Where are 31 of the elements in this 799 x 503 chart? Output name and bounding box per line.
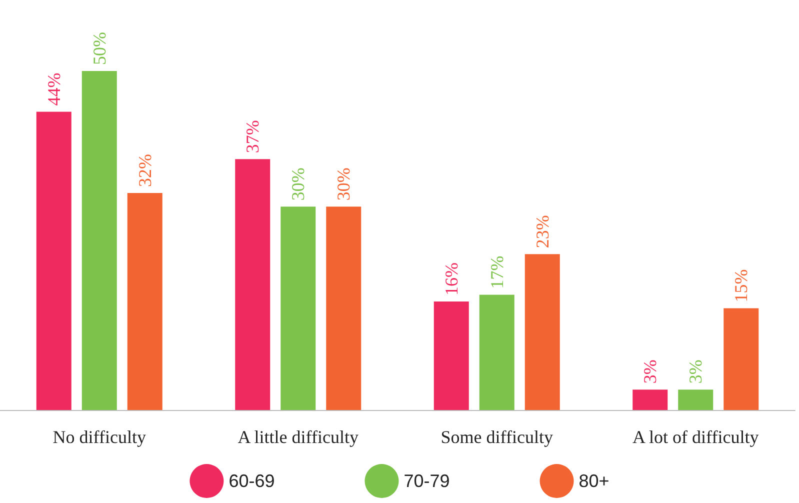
bar [724, 308, 759, 410]
bar [524, 254, 560, 410]
bar [36, 112, 72, 410]
data-label: 3% [686, 360, 706, 384]
bar [280, 206, 316, 410]
data-label: 23% [532, 215, 552, 248]
bar [127, 193, 162, 410]
legend-label: 60-69 [228, 471, 275, 491]
data-label: 3% [640, 360, 660, 384]
x-tick-label: Some difficulty [440, 427, 553, 447]
legend-label: 70-79 [404, 471, 450, 491]
bar [82, 71, 117, 410]
x-tick-label: No difficulty [52, 427, 146, 447]
data-label: 30% [288, 168, 308, 201]
bar [235, 159, 270, 410]
data-label: 44% [44, 72, 64, 106]
legend-label: 80+ [578, 471, 610, 491]
data-label: 16% [441, 262, 462, 296]
data-label: 32% [134, 154, 155, 188]
x-tick-label: A little difficulty [238, 427, 358, 447]
bar [326, 206, 362, 410]
bar [479, 294, 514, 410]
data-label: 30% [334, 168, 354, 201]
bar [632, 390, 668, 410]
x-tick-label: A lot of difficulty [632, 427, 759, 447]
data-label: 37% [242, 120, 263, 154]
bar [434, 302, 469, 410]
bar [678, 390, 714, 410]
data-label: 17% [486, 256, 507, 289]
data-label: 50% [89, 32, 110, 66]
data-label: 15% [731, 269, 752, 302]
